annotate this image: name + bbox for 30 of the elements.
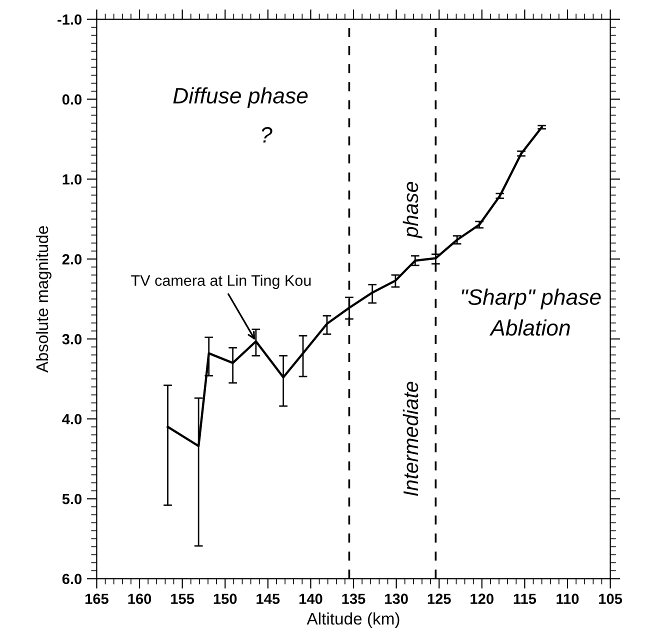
annotation: "Sharp" phase	[462, 288, 601, 310]
x-tick-label: 135	[342, 594, 366, 604]
annotation: Ablation	[489, 319, 570, 336]
annotation: phase	[402, 182, 422, 238]
y-tick-label: -1.0	[58, 14, 82, 25]
y-tick-label: 2.0	[62, 254, 82, 264]
annotation: ?	[262, 126, 272, 143]
y-axis-title: Absolute magnitude	[36, 226, 52, 373]
y-tick-label: 6.0	[62, 574, 82, 584]
x-tick-label: 145	[256, 594, 280, 604]
annotation: TV camera at Lin Ting Kou	[131, 274, 311, 289]
x-tick-label: 160	[128, 594, 152, 604]
annotation: Intermediate	[402, 382, 418, 496]
x-axis-title: Altitude (km)	[306, 612, 400, 628]
x-tick-label: 140	[299, 594, 322, 604]
x-tick-label: 165	[85, 594, 108, 604]
x-tick-label: 105	[599, 594, 622, 604]
y-tick-label: 3.0	[62, 334, 82, 344]
y-tick-label: 1.0	[62, 174, 82, 185]
x-tick-label: 130	[385, 594, 408, 604]
x-tick-label: 150	[214, 594, 237, 604]
y-tick-label: 0.0	[62, 94, 82, 105]
x-tick-label: 120	[470, 594, 494, 604]
y-tick-label: 4.0	[62, 414, 82, 424]
y-tick-label: 5.0	[62, 494, 82, 504]
x-tick-label: 115	[514, 594, 536, 604]
annotation: Diffuse phase	[173, 87, 308, 108]
x-tick-label: 125	[428, 594, 451, 604]
x-tick-label: 155	[171, 594, 194, 604]
x-tick-label: 110	[556, 594, 579, 604]
